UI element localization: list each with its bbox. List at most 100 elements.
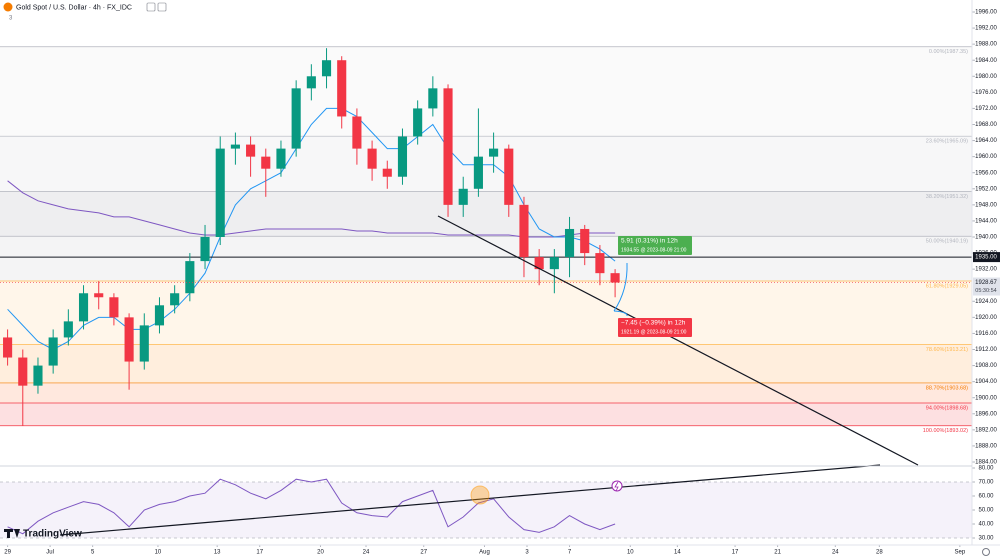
candle-body	[109, 297, 119, 318]
candle-body	[519, 204, 529, 258]
x-tick-label: 20	[317, 550, 324, 556]
fib-label: 88.70%(1903.68)	[926, 385, 968, 391]
y-tick-label: 1932.00	[975, 267, 997, 273]
candle-body	[246, 144, 256, 157]
x-tick-label: 3	[525, 550, 529, 556]
symbol-title[interactable]: Gold Spot / U.S. Dollar · 4h · FX_IDC	[16, 4, 132, 11]
y-tick-label: 1992.00	[975, 26, 997, 32]
candle-body	[291, 88, 301, 149]
fib-label: 38.20%(1951.32)	[926, 194, 968, 200]
candle-body	[443, 88, 453, 205]
y-tick-label: 1888.00	[975, 444, 997, 450]
candle-body	[321, 60, 332, 77]
x-tick-label: 10	[627, 550, 634, 556]
candle-body	[397, 136, 408, 177]
x-tick-label: 5	[91, 550, 95, 556]
x-tick-label: Sep	[955, 550, 966, 556]
candle-body	[352, 116, 362, 149]
rsi-tick-label: 30.00	[978, 536, 994, 542]
x-tick-label: 17	[732, 550, 739, 556]
hline-badge	[973, 252, 1000, 263]
forecast-arrow	[613, 310, 628, 317]
event-icon	[614, 481, 619, 492]
candle-body	[3, 337, 13, 358]
y-tick-label: 1940.00	[975, 235, 997, 241]
more-button[interactable]	[157, 2, 167, 12]
y-tick-label: 1892.00	[975, 427, 997, 433]
forecast-text: 5.91 (0.31%) in 12h	[621, 238, 678, 245]
y-tick-label: 1916.00	[975, 331, 997, 337]
hline-badge-label: 1935.00	[975, 255, 997, 261]
candle-body	[610, 273, 620, 283]
fib-band	[0, 403, 972, 426]
forecast-arrow	[613, 262, 628, 312]
forecast-text: −7.45 (−0.39%) in 12h	[621, 320, 686, 327]
y-tick-label: 1924.00	[975, 299, 997, 305]
highlight-circle	[470, 485, 490, 505]
candle-body	[504, 148, 514, 205]
candle-body	[367, 148, 377, 169]
forecast-text: 1921.19 @ 2023-08-09 21:00	[621, 329, 687, 335]
countdown: 05:30:54	[975, 288, 996, 294]
compare-button[interactable]	[146, 2, 156, 12]
candle-body	[337, 60, 347, 117]
x-tick-label: 14	[674, 550, 681, 556]
settings-button[interactable]	[982, 548, 990, 556]
trend-line	[437, 215, 919, 466]
x-tick-label: 10	[155, 550, 162, 556]
y-tick-label: 1920.00	[975, 315, 997, 321]
y-tick-label: 1968.00	[975, 122, 997, 128]
x-tick-label: Aug	[479, 550, 490, 556]
y-tick-label: 1960.00	[975, 154, 997, 160]
x-tick-label: 29	[4, 550, 11, 556]
candle-body	[230, 144, 240, 149]
fib-label: 94.00%(1898.68)	[926, 405, 968, 411]
y-tick-label: 1984.00	[975, 58, 997, 64]
forecast-down-box	[618, 318, 692, 337]
candle-body	[78, 293, 89, 322]
candle-body	[458, 188, 468, 205]
y-tick-label: 1976.00	[975, 90, 997, 96]
candle-body	[595, 253, 605, 274]
fib-label: 61.80%(1929.05)	[926, 283, 968, 289]
candle-body	[382, 168, 392, 177]
logo[interactable]: TradingView	[23, 529, 82, 540]
candle-body	[580, 228, 590, 254]
rsi-line	[7, 478, 616, 535]
fib-label: 0.00%(1987.35)	[929, 49, 968, 55]
x-tick-label: 7	[568, 550, 572, 556]
fib-band	[0, 136, 972, 192]
y-tick-label: 1972.00	[975, 106, 997, 112]
candle-body	[428, 88, 438, 109]
candle-body	[124, 317, 134, 362]
rsi-tick-label: 80.00	[978, 466, 994, 472]
y-tick-label: 1964.00	[975, 138, 997, 144]
candle-body	[534, 257, 544, 270]
y-tick-label: 1908.00	[975, 363, 997, 369]
candle-body	[261, 156, 271, 169]
candle-body	[139, 325, 149, 362]
moving-average	[7, 107, 616, 351]
candle-body	[94, 293, 104, 298]
x-tick-label: 24	[832, 550, 839, 556]
x-tick-label: 28	[876, 550, 883, 556]
candle-body	[306, 76, 316, 89]
forecast-text: 1934.55 @ 2023-08-09 21:00	[621, 247, 687, 253]
logo-icon	[4, 529, 20, 538]
fib-band	[0, 191, 972, 237]
event-icon[interactable]	[611, 480, 623, 492]
x-tick-label: 27	[420, 550, 427, 556]
fib-band	[0, 382, 972, 404]
rsi-tick-label: 40.00	[978, 522, 994, 528]
fib-band	[0, 344, 972, 383]
plot: 0.00%(1987.35) 23.60%(1965.09) 38.20%(1951…	[0, 10, 1000, 556]
y-tick-label: 1988.00	[975, 42, 997, 48]
candle-body	[215, 148, 225, 237]
y-tick-label: 1956.00	[975, 170, 997, 176]
candle-body	[63, 321, 73, 338]
fib-label: 78.60%(1913.21)	[926, 347, 968, 353]
indicator-count[interactable]: 3	[9, 16, 13, 22]
x-tick-label: 13	[214, 550, 221, 556]
symbol-icon[interactable]	[3, 2, 13, 12]
